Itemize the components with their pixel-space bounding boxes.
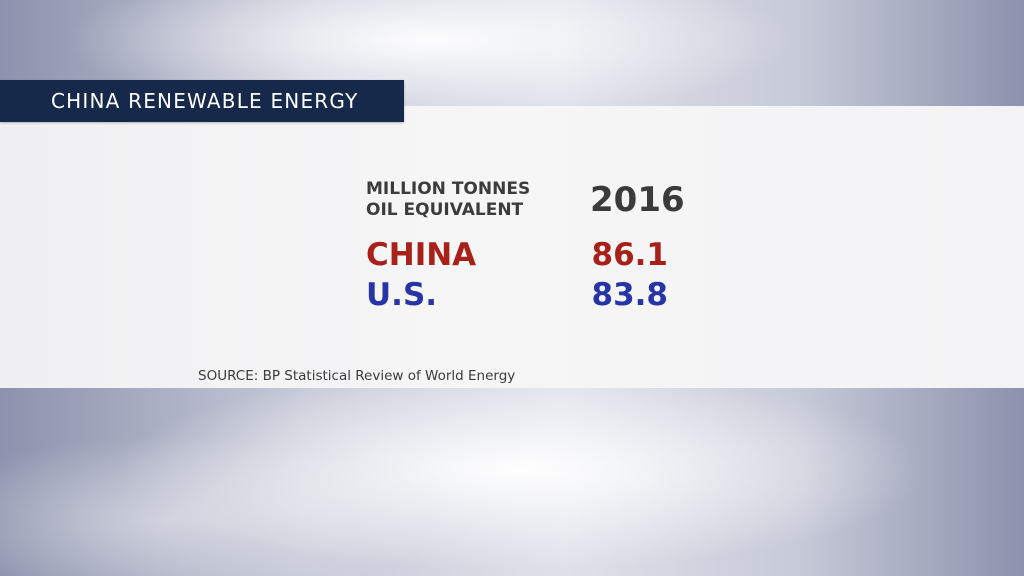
energy-table: MILLION TONNES OIL EQUIVALENT 2016 CHINA… — [366, 177, 685, 317]
unit-label-line-1: MILLION TONNES — [366, 179, 531, 199]
page-title: CHINA RENEWABLE ENERGY — [51, 89, 359, 113]
table-row-us: U.S. 83.8 — [366, 275, 676, 315]
value-china: 86.1 — [591, 237, 669, 273]
unit-label-line-2: OIL EQUIVALENT — [366, 200, 524, 220]
source-note: SOURCE: BP Statistical Review of World E… — [198, 368, 516, 384]
title-bar: CHINA RENEWABLE ENERGY — [0, 80, 404, 122]
country-label-us: U.S. — [366, 277, 438, 313]
country-label-china: CHINA — [366, 237, 477, 273]
content-panel — [0, 106, 1024, 388]
table-row-china: CHINA 86.1 — [366, 235, 676, 275]
year-column-header: 2016 — [590, 180, 685, 220]
unit-label: MILLION TONNES OIL EQUIVALENT — [366, 179, 556, 221]
value-us: 83.8 — [591, 277, 669, 313]
